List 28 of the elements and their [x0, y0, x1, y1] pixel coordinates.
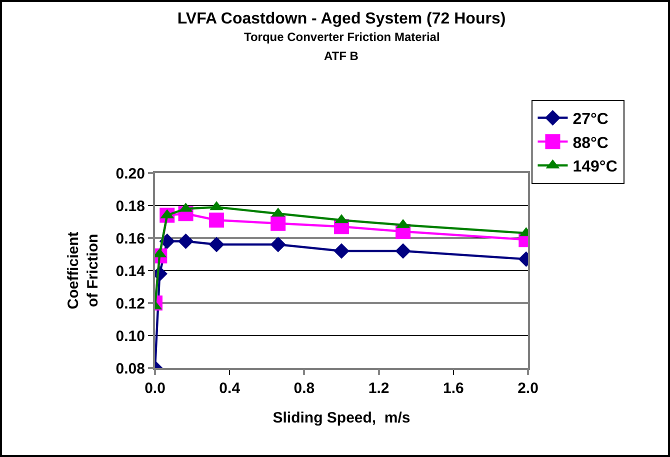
y-tick-label: 0.12: [116, 295, 145, 312]
point: [395, 243, 411, 259]
x-tick-label: 0.8: [294, 380, 315, 397]
y-axis-title: Coefficient of Friction: [65, 232, 102, 310]
y-tick-label: 0.14: [116, 262, 146, 280]
x-tick-label: 1.6: [442, 380, 464, 397]
x-tick-label: 0.4: [219, 380, 241, 397]
legend-label: 88°C: [572, 134, 609, 152]
text: ATF B: [324, 49, 359, 63]
y-tick-label: 0.10: [116, 328, 145, 345]
point: [270, 236, 286, 252]
legend-label: 27°C: [572, 111, 609, 128]
chart-title: LVFA Coastdown - Aged System (72 Hours): [177, 10, 506, 28]
y-tick-label: 0.20: [116, 165, 145, 182]
point: [178, 233, 194, 250]
y-tick-label: 0.16: [116, 230, 145, 248]
x-tick-label: 0.0: [144, 380, 166, 397]
point: [209, 212, 224, 228]
legend-label: 149°C: [572, 158, 618, 176]
point: [208, 236, 224, 252]
point: [334, 243, 350, 259]
x-tick-label: 2.0: [518, 380, 538, 397]
y-tick-label: 0.08: [116, 360, 145, 378]
x-axis-title: Sliding Speed, m/s: [272, 410, 410, 426]
y-tick-label: 0.18: [116, 198, 145, 215]
chart-subtitle: Torque Converter Friction Material: [244, 30, 440, 44]
point: [270, 216, 286, 231]
x-tick-label: 1.2: [368, 380, 390, 397]
